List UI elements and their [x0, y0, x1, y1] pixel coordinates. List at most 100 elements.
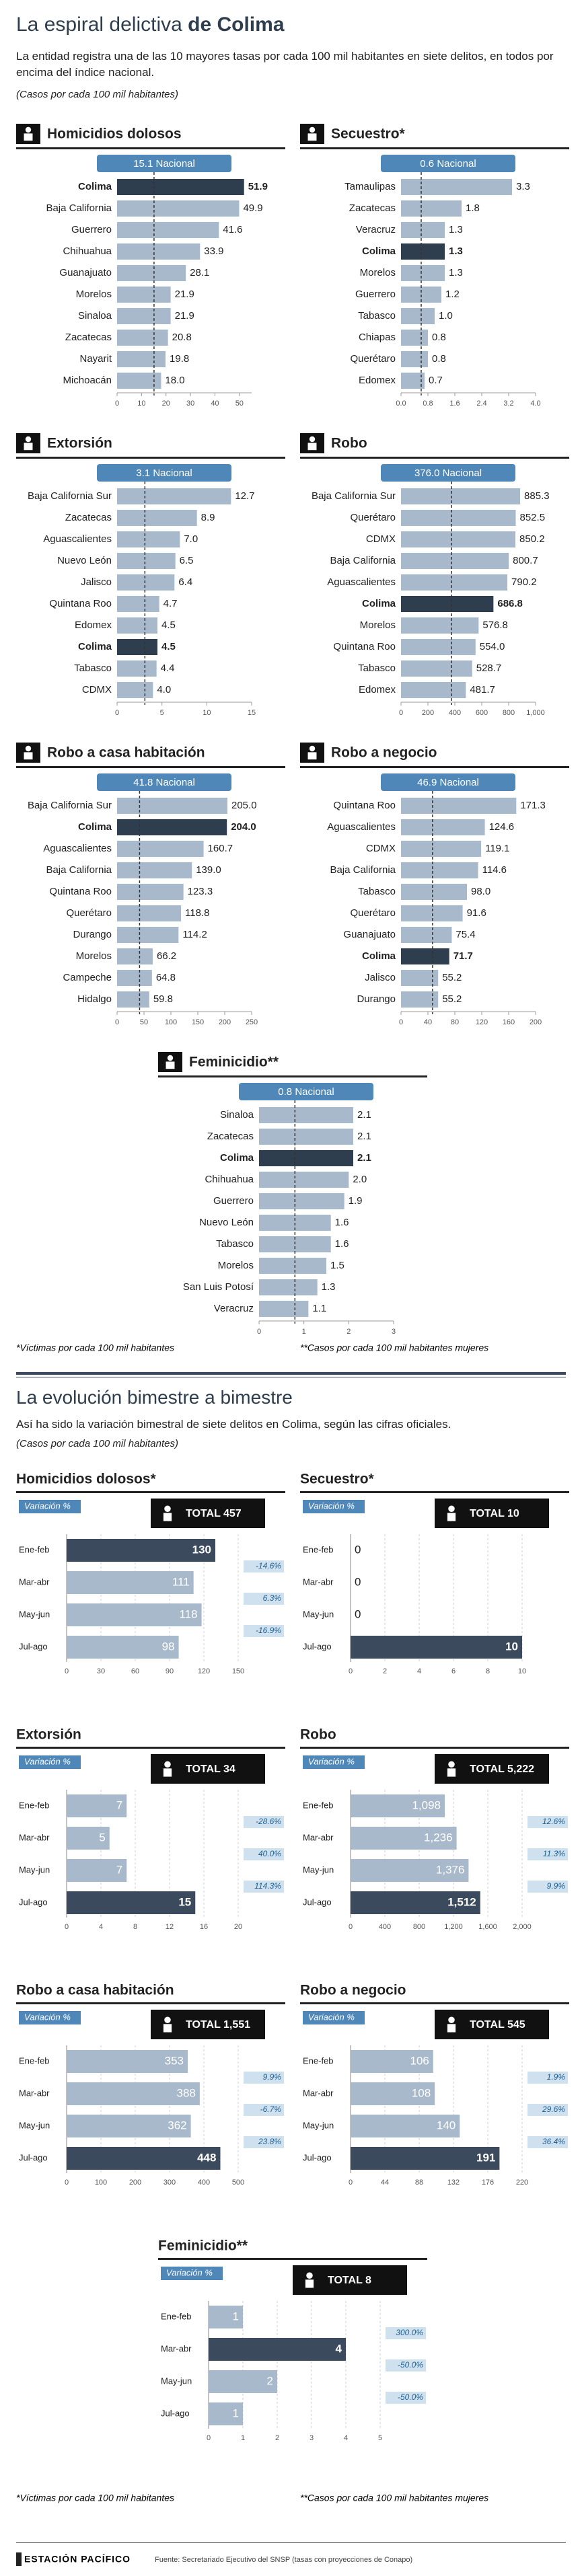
chart-title: Robo [300, 1727, 336, 1743]
value-label: 28.1 [190, 267, 209, 278]
x-tick-label: 3 [392, 1328, 396, 1336]
icon-head [203, 2014, 213, 2023]
variation-box [386, 2359, 426, 2372]
value-label: 1.9 [349, 1195, 363, 1207]
bar [67, 1859, 127, 1882]
category-label: Morelos [218, 1260, 254, 1271]
category-label: Michoacán [63, 375, 112, 386]
bar [117, 488, 231, 504]
value-label: 119.1 [485, 843, 509, 854]
bar [401, 596, 494, 612]
national-label: 0.6 Nacional [420, 158, 476, 169]
value-label: 140 [437, 2119, 456, 2131]
x-tick-label: 176 [482, 2179, 494, 2187]
value-label: 124.6 [489, 821, 515, 833]
x-tick-label: 5 [378, 2434, 382, 2442]
value-label: 388 [177, 2086, 196, 2099]
total-label: TOTAL 457 [186, 1508, 242, 1519]
value-label: 0.8 [432, 332, 446, 343]
variation-label: -6.7% [260, 2105, 282, 2114]
variation-label: 1.9% [547, 2072, 566, 2082]
category-label: Ene-feb [161, 2311, 192, 2321]
value-label: 12.7 [235, 490, 254, 502]
x-tick-label: 400 [379, 1923, 391, 1931]
section-description: Así ha sido la variación bimestral de si… [16, 1418, 451, 1431]
chart-title: Feminicidio** [189, 1055, 279, 1070]
x-tick-label: 2 [275, 2434, 279, 2442]
variation-title: Variación % [24, 2012, 71, 2022]
value-label: 576.8 [482, 619, 508, 631]
category-label: Querétaro [350, 907, 396, 919]
value-label: 528.7 [476, 662, 502, 674]
icon-body [24, 752, 33, 760]
x-tick-label: 1,200 [444, 1923, 463, 1931]
value-label: 686.8 [497, 598, 523, 609]
value-label: 71.7 [453, 950, 473, 962]
x-tick-label: 300 [163, 2179, 176, 2187]
category-label: Guerrero [213, 1195, 254, 1207]
bar [209, 2338, 346, 2361]
value-label: 1.6 [335, 1238, 349, 1250]
value-label: 171.3 [520, 800, 546, 811]
icon-body [471, 1513, 513, 1523]
title-rule [300, 2002, 569, 2004]
bar [401, 265, 445, 281]
value-label: 21.9 [175, 289, 194, 300]
variation-label: 23.8% [258, 2137, 281, 2146]
icon-head [448, 2016, 455, 2023]
variation-title: Variación % [308, 1756, 355, 1766]
category-label: Ene-feb [19, 1544, 50, 1554]
x-tick-label: 20 [162, 400, 170, 408]
x-tick-label: 3 [310, 2434, 314, 2442]
category-label: Colima [362, 245, 396, 257]
category-label: Chihuahua [205, 1174, 254, 1185]
value-label: 0 [355, 1543, 361, 1556]
chart-title: Robo [331, 436, 367, 451]
total-label: TOTAL 8 [328, 2275, 371, 2286]
variation-box [528, 1881, 568, 1893]
value-label: 1 [233, 2310, 239, 2322]
category-label: Zacatecas [207, 1131, 254, 1142]
national-pill [381, 464, 515, 482]
bar [117, 265, 186, 281]
x-tick-label: 0.0 [396, 400, 406, 408]
category-label: Quintana Roo [333, 800, 396, 811]
category-label: CDMX [366, 533, 396, 545]
bar [401, 660, 472, 677]
bar [67, 1539, 215, 1562]
title-rule [16, 2002, 285, 2004]
variation-box [244, 1560, 284, 1573]
x-tick-label: 0 [65, 1923, 69, 1931]
icon-head [164, 1505, 171, 1512]
category-label: Ene-feb [303, 2055, 334, 2066]
bar [67, 2082, 200, 2105]
variation-box [386, 2392, 426, 2404]
bar [67, 2115, 191, 2137]
x-tick-label: 1,600 [478, 1923, 497, 1931]
x-tick-label: 90 [166, 1667, 174, 1675]
value-label: 448 [197, 2151, 216, 2164]
category-label: Aguascalientes [327, 576, 396, 588]
icon-body [471, 1768, 513, 1779]
value-label: 139.0 [196, 864, 221, 876]
title-bold: de Colima [188, 13, 285, 36]
bar [351, 2050, 433, 2073]
variation-label: 29.6% [542, 2105, 565, 2114]
x-tick-label: 10 [518, 1667, 526, 1675]
total-label: TOTAL 545 [470, 2019, 525, 2031]
value-label: 75.4 [456, 929, 475, 940]
icon-body [471, 2024, 513, 2035]
category-label: Tabasco [358, 886, 396, 897]
bar [401, 862, 478, 878]
bar [117, 179, 244, 195]
value-label: 4.0 [157, 684, 171, 695]
chart-title: Extorsión [16, 1727, 81, 1743]
x-tick-label: 50 [140, 1018, 148, 1026]
bar [401, 970, 439, 986]
icon-head [487, 2014, 497, 2023]
category-label: Sinaloa [220, 1109, 254, 1121]
value-label: 118 [179, 1607, 197, 1620]
bar [351, 1859, 469, 1882]
x-tick-label: 250 [246, 1018, 258, 1026]
